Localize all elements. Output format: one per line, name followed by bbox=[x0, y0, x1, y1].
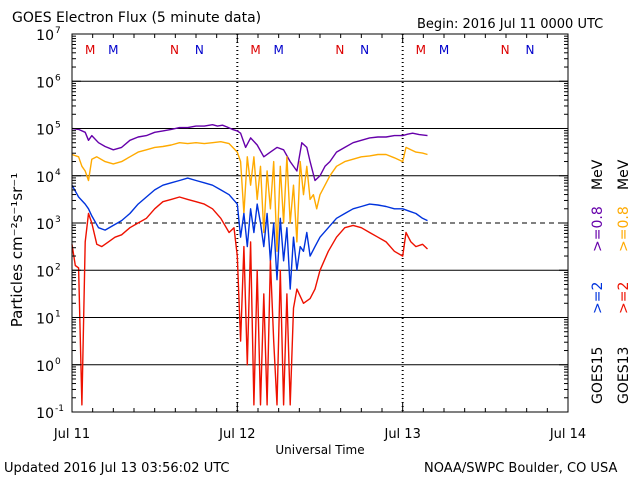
y-tick-exponent: 0 bbox=[55, 357, 61, 367]
series-layer bbox=[71, 123, 428, 406]
orbit-marker: M bbox=[85, 43, 95, 57]
orbit-marker: M bbox=[108, 43, 118, 57]
x-tick-label: Jul 11 bbox=[53, 427, 90, 442]
y-tick-label: 10 bbox=[36, 123, 54, 139]
legend-goes13-ge08: >=0.8 bbox=[616, 206, 632, 252]
y-axis-label: Particles cm⁻²s⁻¹sr⁻¹ bbox=[8, 173, 26, 327]
y-tick-exponent: 3 bbox=[55, 215, 61, 225]
orbit-marker: N bbox=[335, 43, 344, 57]
begin-date: Begin: 2016 Jul 11 0000 UTC bbox=[417, 17, 603, 32]
y-tick-label: 10 bbox=[36, 359, 54, 375]
y-tick-label: 10 bbox=[36, 312, 54, 328]
x-tick-label: Jul 13 bbox=[383, 427, 420, 442]
x-axis-label: Universal Time bbox=[275, 443, 364, 457]
orbit-marker: N bbox=[360, 43, 369, 57]
legend-goes15-ge08: >=0.8 bbox=[590, 206, 606, 252]
x-tick-label: Jul 12 bbox=[218, 427, 255, 442]
y-tick-exponent: 4 bbox=[55, 168, 61, 178]
y-tick-label: 10 bbox=[36, 170, 54, 186]
orbit-marker: N bbox=[195, 43, 204, 57]
series-line bbox=[71, 177, 428, 290]
y-tick-exponent: 6 bbox=[55, 73, 61, 83]
y-tick-exponent: 5 bbox=[55, 121, 61, 131]
legend-goes13-ge2: >=2 bbox=[616, 282, 632, 314]
orbit-marker: N bbox=[525, 43, 534, 57]
grid bbox=[72, 34, 568, 412]
chart-title: GOES Electron Flux (5 minute data) bbox=[12, 10, 261, 26]
updated-timestamp: Updated 2016 Jul 13 03:56:02 UTC bbox=[4, 461, 229, 476]
orbit-marker: M bbox=[273, 43, 283, 57]
orbit-marker: M bbox=[416, 43, 426, 57]
orbit-marker: M bbox=[250, 43, 260, 57]
legend-goes15-label: GOES15 bbox=[590, 347, 606, 404]
y-tick-exponent: 2 bbox=[55, 262, 61, 272]
legend-mev-13: MeV bbox=[616, 159, 632, 190]
orbit-marker: M bbox=[439, 43, 449, 57]
series-line bbox=[71, 123, 428, 182]
y-tick-label: 10 bbox=[36, 75, 54, 91]
y-tick-label: 10 bbox=[36, 28, 54, 44]
legend-goes15-ge2: >=2 bbox=[590, 282, 606, 314]
y-tick-label: 10 bbox=[36, 217, 54, 233]
y-tick-exponent: 1 bbox=[55, 310, 61, 320]
series-line bbox=[71, 196, 428, 406]
orbit-marker: N bbox=[170, 43, 179, 57]
legend-goes13-label: GOES13 bbox=[616, 347, 632, 404]
y-tick-exponent: -1 bbox=[55, 404, 64, 414]
y-tick-exponent: 7 bbox=[55, 26, 61, 36]
source-credit: NOAA/SWPC Boulder, CO USA bbox=[424, 461, 617, 476]
orbit-marker: N bbox=[501, 43, 510, 57]
y-tick-label: 10 bbox=[36, 264, 54, 280]
series-line bbox=[71, 140, 428, 253]
y-tick-label: 10 bbox=[36, 406, 54, 422]
legend-mev-15: MeV bbox=[590, 159, 606, 190]
x-tick-label: Jul 14 bbox=[549, 427, 586, 442]
